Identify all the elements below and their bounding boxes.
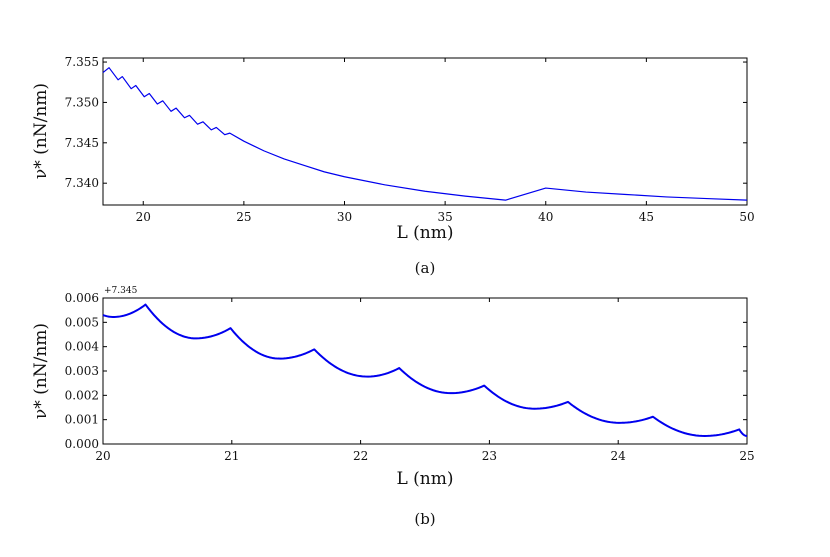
panel-a-x-tick-label: 45 <box>639 210 654 224</box>
panel-b-series-line <box>102 303 748 437</box>
panel-b-caption: (b) <box>414 510 435 528</box>
panel-a-y-tick-label: 7.340 <box>65 176 99 190</box>
panel-a-x-tick-label: 30 <box>337 210 352 224</box>
panel-b-x-ticks: 20 21 22 23 24 25 <box>95 298 755 463</box>
panel-b-plot-frame <box>102 297 748 445</box>
panel-b-y-axis-label: ν* (nN/nm) <box>31 323 51 419</box>
panel-b-offset-label: +7.345 <box>104 286 138 296</box>
panel-a: 20 25 30 35 40 45 50 7.340 7.345 7.350 7.355 L (n… <box>31 55 755 277</box>
panel-a-x-tick-label: 35 <box>437 210 452 224</box>
panel-a-y-ticks: 7.340 7.345 7.350 7.355 <box>65 55 747 190</box>
panel-b-y-tick-label: 0.005 <box>65 315 99 329</box>
panel-b-x-tick-label: 24 <box>611 449 627 463</box>
panel-b-y-ticks: 0.000 0.001 0.002 0.003 0.004 0.005 0.006 <box>65 291 747 451</box>
panel-b-y-tick-label: 0.001 <box>65 413 99 427</box>
panel-a-x-tick-label: 20 <box>136 210 151 224</box>
panel-b-x-axis-label: L (nm) <box>396 469 453 489</box>
panel-b-series <box>102 303 748 437</box>
panel-b-y-tick-label: 0.002 <box>65 388 99 402</box>
panel-a-plot-frame <box>102 57 748 206</box>
panel-b-x-tick-label: 23 <box>482 449 497 463</box>
panel-a-y-axis-label: ν* (nN/nm) <box>31 83 51 179</box>
panel-b-x-tick-label: 21 <box>224 449 239 463</box>
panel-a-caption: (a) <box>415 259 436 277</box>
panel-a-x-tick-label: 40 <box>538 210 553 224</box>
panel-a-series <box>102 67 748 201</box>
panel-a-y-tick-label: 7.350 <box>65 95 99 109</box>
panel-b-x-tick-label: 25 <box>739 449 754 463</box>
panel-a-x-tick-label: 25 <box>236 210 251 224</box>
panel-a-x-tick-label: 50 <box>739 210 754 224</box>
panel-b-y-tick-label: 0.006 <box>65 291 99 305</box>
panel-b-x-tick-label: 20 <box>95 449 110 463</box>
panel-b-y-tick-label: 0.003 <box>65 364 99 378</box>
panel-b-y-tick-label: 0.000 <box>65 437 99 451</box>
panel-b: 20 21 22 23 24 25 0.0000.0010.0020.0030.0040.… <box>31 286 755 528</box>
panel-a-x-ticks: 20 25 30 35 40 45 50 <box>136 58 755 224</box>
panel-a-x-axis-label: L (nm) <box>396 223 453 243</box>
panel-a-y-tick-label: 7.355 <box>65 55 99 69</box>
panel-a-series-line <box>102 67 748 201</box>
panel-a-y-tick-label: 7.345 <box>65 136 99 150</box>
panel-b-x-tick-label: 22 <box>353 449 368 463</box>
panel-b-y-tick-label: 0.004 <box>65 340 100 354</box>
